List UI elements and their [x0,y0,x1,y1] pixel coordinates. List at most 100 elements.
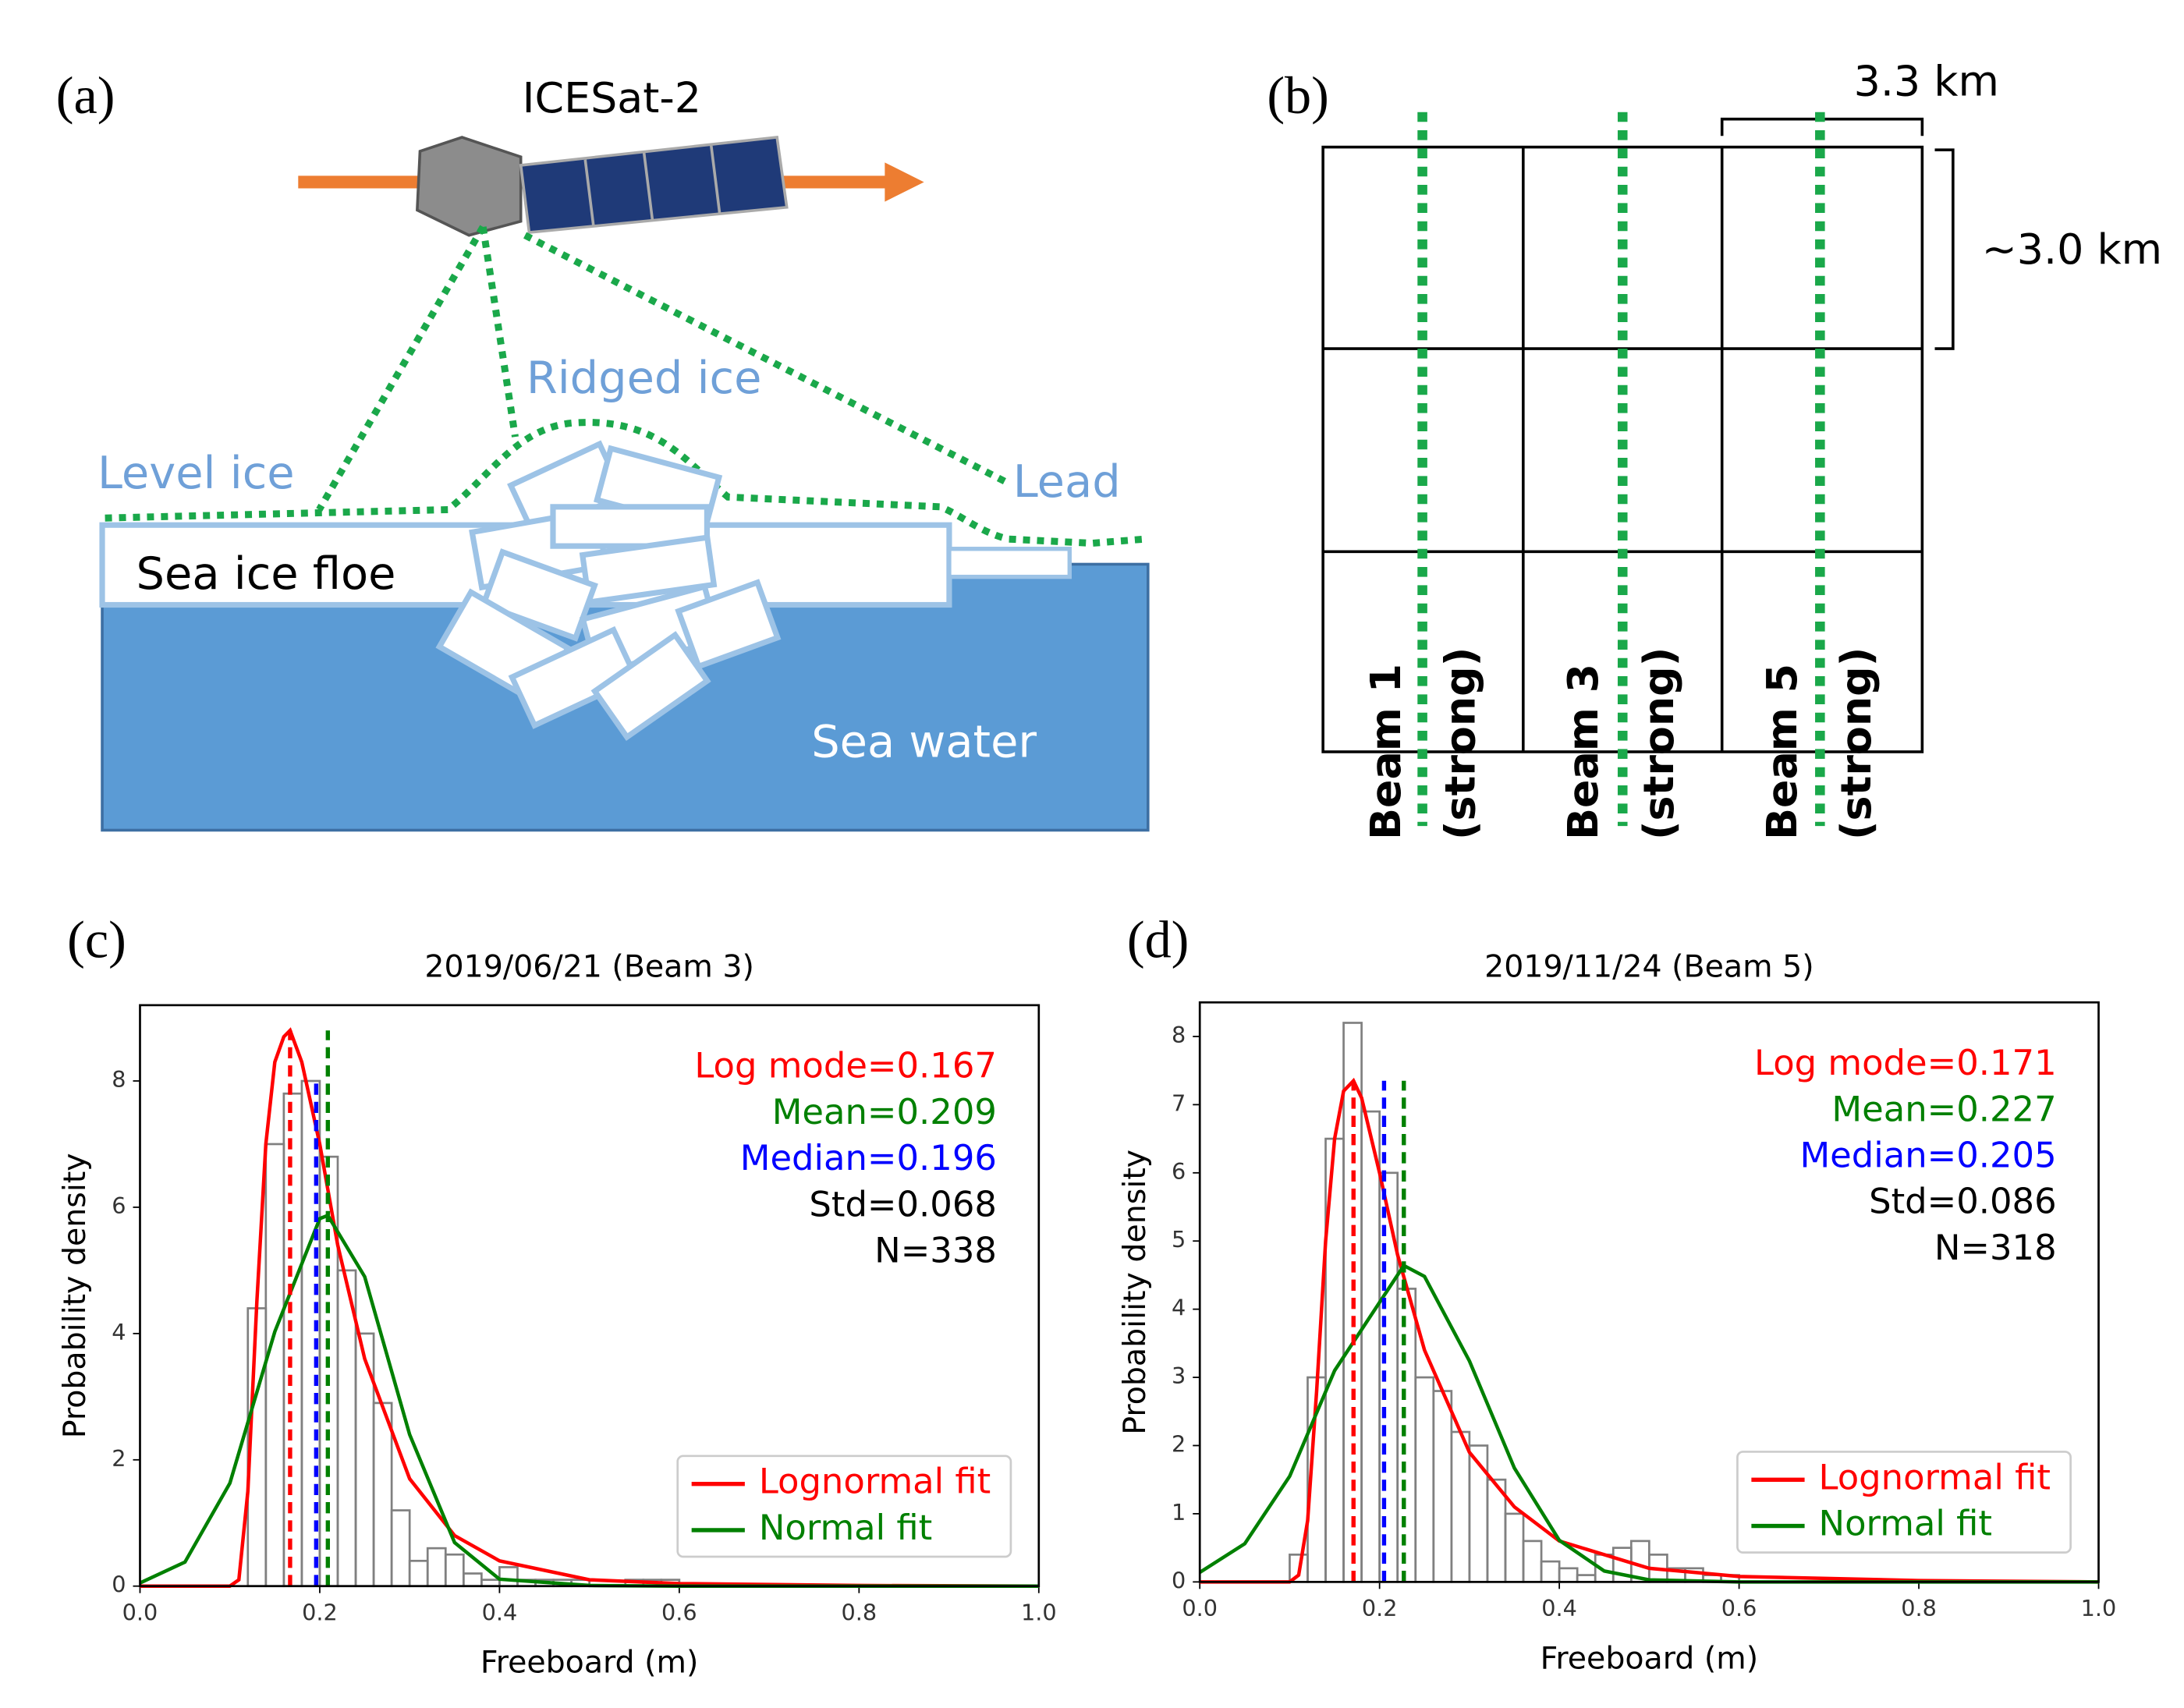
beam-kind: (strong) [1831,647,1881,840]
ice-block [579,534,718,606]
x-tick-label: 0.4 [1541,1595,1577,1621]
stat-annotation: Log mode=0.167 [694,1045,997,1086]
legend-label: Lognormal fit [1819,1456,2051,1497]
beam-kind: (strong) [1634,647,1683,840]
chart-title: 2019/06/21 (Beam 3) [424,949,753,985]
fit-curve [1200,1077,2099,1584]
panel-label: (d) [1127,909,1190,969]
stat-annotation: Median=0.196 [740,1137,997,1178]
panel-b: (b) 3.3 km ~3.0 km Beam 1 (strong) Beam … [1267,56,2162,840]
histogram-bar [1414,1376,1435,1583]
y-tick-label: 0 [112,1572,126,1598]
stat-annotation: Std=0.068 [809,1183,997,1224]
histogram-bar [372,1401,393,1588]
histogram-bar [1540,1560,1561,1583]
y-tick-label: 2 [1172,1430,1186,1457]
panel-seam [583,159,595,228]
x-tick-label: 0.8 [842,1600,878,1626]
stat-annotation: N=318 [1934,1227,2057,1268]
stat-annotation: Median=0.205 [1799,1134,2056,1175]
level-label: Level ice [98,447,295,499]
beam-kind: (strong) [1435,647,1484,840]
panel-label: (a) [56,66,115,125]
histogram-bar [264,1143,285,1588]
x-tick-label: 0.8 [1901,1595,1937,1621]
beam-name: Beam 5 [1757,664,1806,840]
width-label: 3.3 km [1854,56,1999,105]
plot-frame [1198,1001,2100,1583]
legend-box [1736,1451,2072,1554]
ice-block [590,631,711,742]
beam-tracks [1417,112,1825,827]
histogram-bar [426,1547,447,1588]
beam-name: Beam 3 [1558,664,1608,840]
y-tick-label: 8 [112,1066,126,1093]
arrow-head [885,162,924,202]
surface-profile [105,419,1146,547]
x-tick-label: 0.2 [302,1600,338,1626]
histogram-bar [444,1553,465,1588]
bracket [1934,148,1955,350]
y-tick-label: 2 [112,1445,126,1472]
stat-annotation: N=338 [874,1230,997,1271]
histogram-bar [498,1566,519,1588]
y-tick-label: 7 [1172,1090,1186,1116]
x-tick-label: 0.4 [482,1600,518,1626]
histogram-bar [1504,1512,1525,1583]
panel-label: (b) [1267,66,1329,125]
histogram-bar [336,1269,357,1588]
histogram-bar [1360,1110,1381,1583]
stat-annotation: Std=0.086 [1869,1181,2057,1222]
fit-curve [1198,1263,2099,1584]
legend-label: Normal fit [759,1507,932,1548]
chart-title: 2019/11/24 (Beam 5) [1484,949,1814,985]
y-tick-label: 3 [1172,1363,1186,1389]
ice-block [508,625,640,729]
x-tick-label: 0.0 [1182,1595,1218,1621]
y-tick-label: 4 [1172,1295,1186,1321]
stat-annotation: Log mode=0.171 [1754,1042,2057,1083]
water-label: Sea water [811,716,1037,768]
histogram-bar [1558,1567,1579,1583]
ice-block [480,548,598,642]
y-tick-label: 0 [1172,1567,1186,1593]
histogram-bar [1432,1390,1453,1583]
y-tick-label: 5 [1172,1226,1186,1253]
x-tick-label: 1.0 [1021,1600,1057,1626]
histogram-bar [390,1509,411,1588]
histogram-bar [408,1559,429,1588]
floe-label: Sea ice floe [136,547,396,600]
histogram-bar [462,1572,483,1588]
satellite-label: ICESat-2 [523,73,701,122]
laser [316,225,487,512]
stat-annotation: Mean=0.227 [1831,1088,2056,1129]
panel-label: (c) [67,909,126,969]
x-tick-label: 1.0 [2081,1595,2117,1621]
x-tick-label: 0.6 [1721,1595,1757,1621]
panel-seam [710,145,722,214]
y-tick-label: 8 [1172,1022,1186,1048]
y-axis-label: Probability density [1117,1150,1153,1435]
stat-annotation: Mean=0.209 [772,1091,997,1132]
height-label: ~3.0 km [1982,225,2162,274]
y-axis-label: Probability density [57,1153,93,1438]
x-axis-label: Freeboard (m) [480,1645,699,1681]
satellite-body [416,136,523,237]
histogram-bar [282,1092,303,1588]
ice-block [675,579,782,671]
fit-curve [140,1027,1039,1588]
y-tick-label: 6 [1172,1158,1186,1185]
x-tick-label: 0.6 [661,1600,697,1626]
thin-ice [947,547,1072,579]
histogram-bar [1522,1540,1543,1583]
x-tick-label: 0.2 [1362,1595,1398,1621]
legend-box [676,1455,1012,1558]
y-tick-label: 4 [112,1319,126,1345]
histogram-bar [1450,1430,1471,1583]
legend-label: Normal fit [1819,1503,1992,1544]
laser [479,226,519,438]
laser [523,232,1012,488]
panel-seam [642,152,654,221]
x-axis-label: Freeboard (m) [1540,1640,1759,1676]
